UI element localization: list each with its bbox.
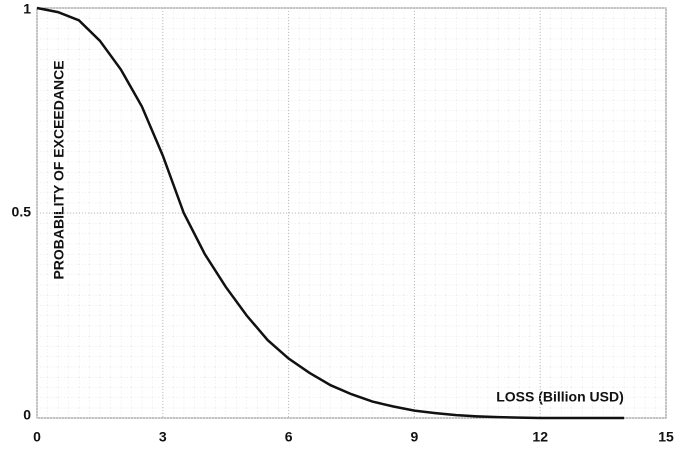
y-tick-label: 0 [23,407,31,423]
y-tick-label: 1 [23,1,31,17]
x-tick-label: 0 [33,429,41,445]
y-axis-label: PROBABILITY OF EXCEEDANCE [51,60,67,279]
x-axis-label: LOSS (Billion USD) [496,389,624,405]
plot-area [36,7,667,419]
x-tick-label: 12 [532,429,548,445]
x-tick-label: 9 [411,429,419,445]
x-tick-label: 15 [658,429,674,445]
x-tick-label: 3 [159,429,167,445]
line-series [36,6,625,420]
x-tick-label: 6 [285,429,293,445]
y-tick-label: 0.5 [12,204,32,220]
